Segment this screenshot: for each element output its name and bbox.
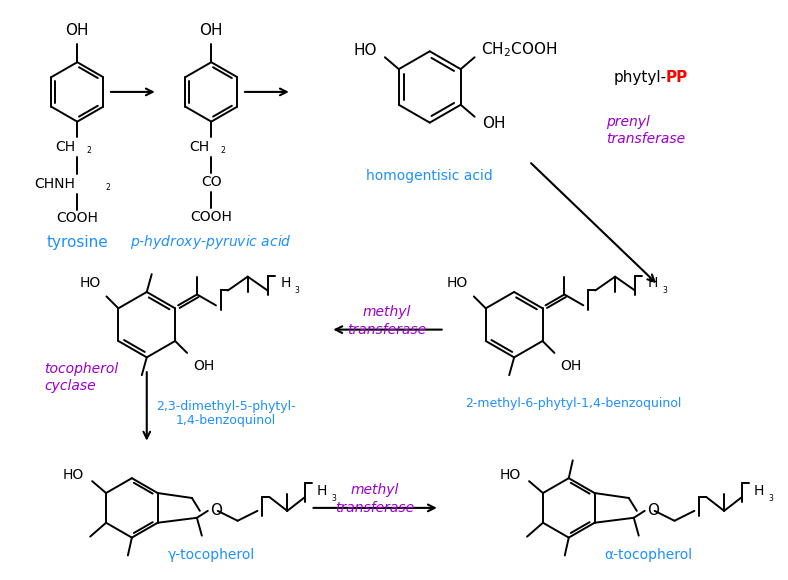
Text: H: H (317, 484, 327, 498)
Text: HO: HO (354, 43, 377, 58)
Text: OH: OH (482, 116, 506, 131)
Text: $_2$: $_2$ (86, 144, 92, 157)
Text: $_3$: $_3$ (331, 493, 337, 505)
Text: HO: HO (80, 277, 101, 291)
Text: H: H (753, 484, 764, 498)
Text: α-tocopherol: α-tocopherol (604, 549, 692, 563)
Text: HO: HO (500, 468, 521, 482)
Text: $_3$: $_3$ (295, 284, 301, 297)
Text: 1,4-benzoquinol: 1,4-benzoquinol (176, 414, 277, 427)
Text: CH$_2$COOH: CH$_2$COOH (481, 40, 556, 59)
Text: CHNH: CHNH (35, 177, 76, 191)
Text: O: O (647, 503, 659, 519)
Text: PP: PP (666, 70, 689, 85)
Text: homogentisic acid: homogentisic acid (366, 169, 493, 183)
Text: methyl: methyl (351, 483, 400, 497)
Text: CH: CH (55, 140, 76, 154)
Text: phytyl-: phytyl- (613, 70, 667, 85)
Text: γ-tocopherol: γ-tocopherol (168, 549, 255, 563)
Text: COOH: COOH (191, 210, 232, 224)
Text: 2-methyl-6-phytyl-1,4-benzoquinol: 2-methyl-6-phytyl-1,4-benzoquinol (466, 397, 682, 411)
Text: CH: CH (189, 140, 210, 154)
Text: $p$-hydroxy-pyruvic acid: $p$-hydroxy-pyruvic acid (130, 234, 292, 252)
Text: 2,3-dimethyl-5-phytyl-: 2,3-dimethyl-5-phytyl- (156, 400, 296, 414)
Text: $_3$: $_3$ (662, 284, 668, 297)
Text: H: H (648, 276, 658, 289)
Text: CO: CO (201, 175, 221, 189)
Text: cyclase: cyclase (44, 379, 96, 393)
Text: HO: HO (447, 277, 468, 291)
Text: $_3$: $_3$ (768, 493, 774, 505)
Text: transferase: transferase (607, 132, 686, 147)
Text: H: H (281, 276, 291, 289)
Text: tocopherol: tocopherol (44, 362, 119, 376)
Text: transferase: transferase (348, 322, 426, 336)
Text: $_2$: $_2$ (220, 144, 226, 157)
Text: $_2$: $_2$ (105, 182, 111, 194)
Text: COOH: COOH (56, 211, 98, 224)
Text: OH: OH (560, 359, 582, 373)
Text: OH: OH (199, 23, 223, 38)
Text: methyl: methyl (362, 304, 411, 319)
Text: prenyl: prenyl (607, 115, 650, 129)
Text: O: O (210, 503, 221, 519)
Text: transferase: transferase (336, 501, 414, 515)
Text: OH: OH (65, 23, 89, 38)
Text: HO: HO (63, 468, 84, 482)
Text: OH: OH (193, 359, 214, 373)
Text: tyrosine: tyrosine (46, 235, 108, 250)
